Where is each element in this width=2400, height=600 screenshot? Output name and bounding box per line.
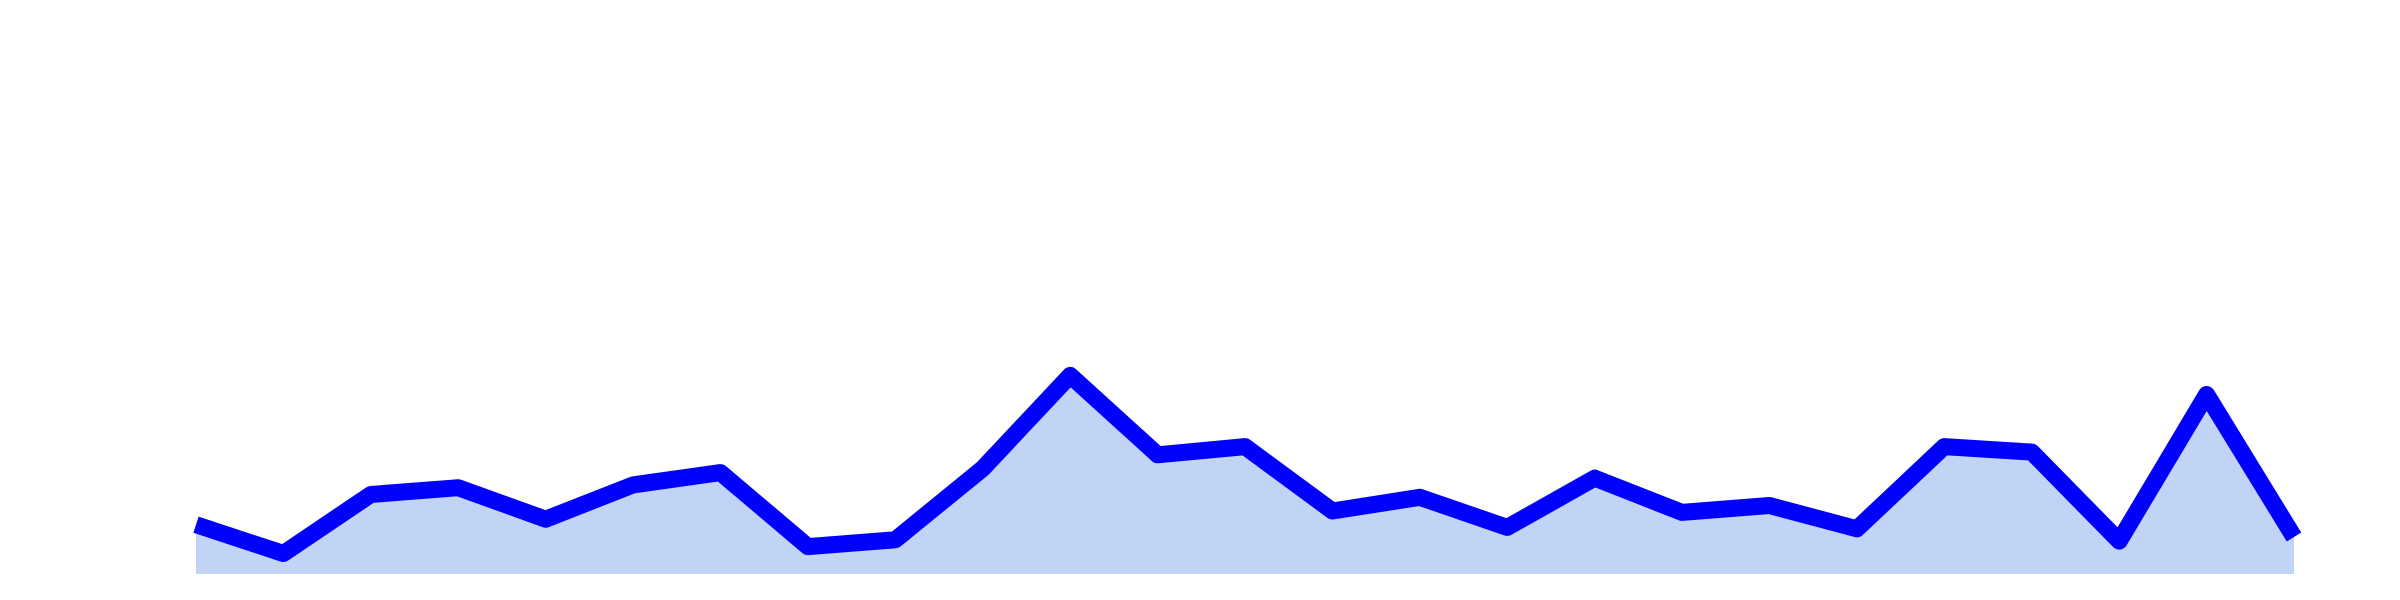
series-line [193,366,2302,562]
plot-area [193,366,2302,574]
series-area-fill [196,375,2294,574]
